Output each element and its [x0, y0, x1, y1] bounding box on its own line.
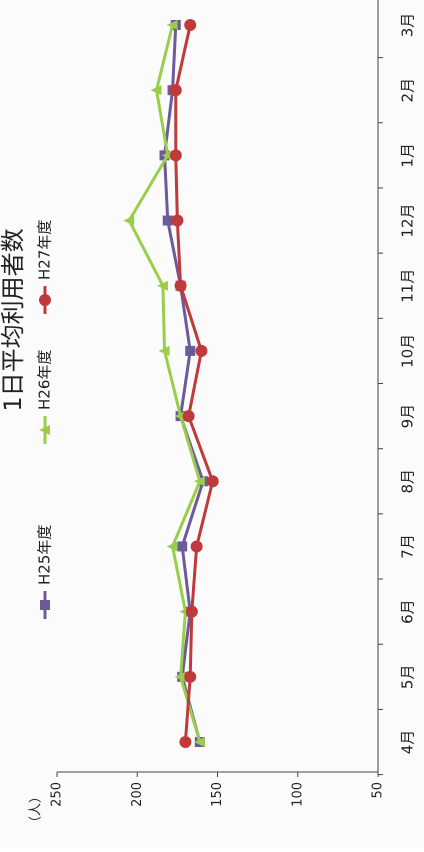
marker [179, 736, 192, 748]
legend-label: H25年度 [36, 525, 54, 585]
x-tick-label: 6月 [399, 599, 417, 624]
marker [174, 671, 186, 682]
y-tick-label: 150 [210, 782, 225, 807]
x-tick-label: 12月 [399, 203, 417, 237]
marker [174, 411, 186, 422]
marker [193, 737, 205, 747]
y-tick-label: 50 [371, 782, 386, 799]
marker [206, 475, 219, 488]
x-tick-label: 4月 [399, 730, 417, 755]
x-tick-label: 8月 [399, 469, 417, 494]
marker [156, 280, 168, 291]
x-tick-label: 10月 [399, 334, 417, 368]
marker [185, 605, 198, 618]
marker [185, 345, 196, 356]
marker [150, 85, 162, 96]
series-line [174, 24, 215, 743]
x-tick-label: 3月 [399, 13, 417, 38]
series-line [127, 24, 202, 743]
y-tick-label: 100 [290, 782, 305, 807]
marker [158, 345, 170, 356]
marker [184, 670, 197, 683]
y-tick-label: 250 [50, 782, 65, 807]
x-tick-label: 7月 [399, 534, 417, 559]
marker [161, 150, 173, 161]
x-tick-label: 2月 [399, 78, 417, 103]
marker [182, 410, 195, 423]
chart-title: 1日平均利用者数 [0, 228, 27, 411]
legend-label: H27年度 [36, 220, 54, 280]
y-tick-label: 200 [130, 782, 145, 807]
marker [195, 344, 208, 357]
legend-label: H26年度 [36, 350, 54, 410]
marker [39, 294, 51, 306]
marker [193, 476, 205, 487]
marker [171, 214, 184, 227]
marker [123, 215, 135, 226]
axis-label: （人） [29, 790, 44, 829]
x-tick-label: 5月 [399, 665, 417, 690]
x-tick-label: 9月 [399, 404, 417, 429]
marker [166, 541, 178, 552]
marker [169, 84, 182, 97]
marker [177, 541, 188, 552]
x-tick-label: 11月 [399, 269, 417, 303]
marker [174, 279, 187, 292]
marker [169, 149, 182, 162]
x-tick-label: 1月 [399, 143, 417, 168]
marker [190, 540, 203, 553]
marker [40, 600, 50, 610]
marker [166, 20, 178, 30]
marker [39, 425, 50, 435]
marker [162, 215, 173, 226]
marker [184, 19, 197, 31]
